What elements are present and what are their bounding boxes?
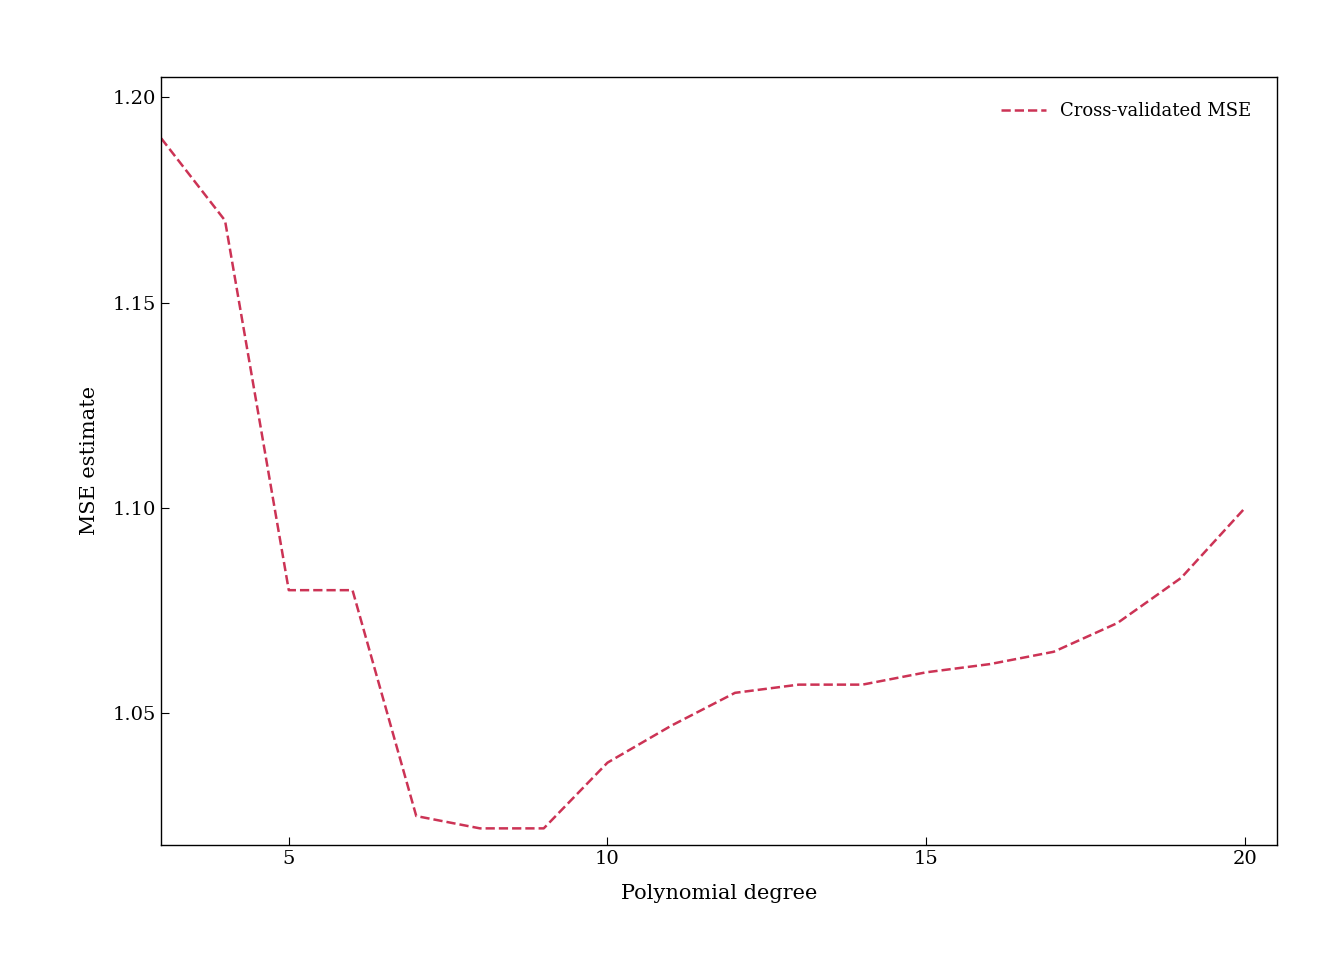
Y-axis label: MSE estimate: MSE estimate	[81, 386, 99, 536]
Cross-validated MSE	[1046, 646, 1062, 658]
Cross-validated MSE	[727, 687, 743, 699]
Cross-validated MSE	[918, 666, 934, 678]
Cross-validated MSE	[472, 823, 488, 834]
Line: Cross-validated MSE: Cross-validated MSE	[161, 138, 1245, 828]
Cross-validated MSE	[216, 215, 233, 227]
Cross-validated MSE	[1109, 617, 1125, 629]
Cross-validated MSE	[281, 585, 297, 596]
Cross-validated MSE	[344, 585, 360, 596]
X-axis label: Polynomial degree: Polynomial degree	[621, 884, 817, 903]
Cross-validated MSE	[855, 679, 871, 690]
Cross-validated MSE	[982, 659, 999, 670]
Cross-validated MSE	[790, 679, 806, 690]
Legend: Cross-validated MSE: Cross-validated MSE	[993, 95, 1259, 128]
Cross-validated MSE	[1173, 572, 1189, 584]
Cross-validated MSE	[1236, 502, 1253, 514]
Cross-validated MSE	[536, 823, 552, 834]
Cross-validated MSE	[599, 756, 616, 768]
Cross-validated MSE	[663, 720, 679, 732]
Cross-validated MSE	[409, 810, 425, 822]
Cross-validated MSE	[153, 132, 169, 144]
